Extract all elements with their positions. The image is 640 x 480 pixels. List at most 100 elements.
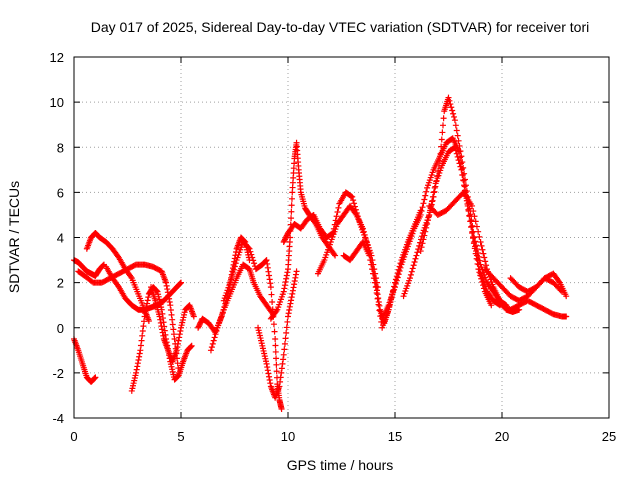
data-point-marker bbox=[374, 295, 381, 302]
data-point-marker bbox=[248, 251, 255, 258]
data-point-marker bbox=[211, 334, 218, 341]
data-point-marker bbox=[187, 344, 194, 351]
data-point-marker bbox=[289, 290, 296, 297]
data-point-marker bbox=[288, 215, 295, 222]
data-point-marker bbox=[394, 274, 401, 281]
data-point-marker bbox=[445, 94, 452, 101]
data-point-marker bbox=[169, 316, 176, 323]
data-point-marker bbox=[362, 235, 369, 242]
data-point-marker bbox=[245, 244, 252, 251]
data-point-marker bbox=[436, 157, 443, 164]
data-point-marker bbox=[469, 202, 476, 209]
data-point-marker bbox=[167, 302, 174, 309]
x-tick-label: 0 bbox=[70, 429, 77, 444]
data-point-marker bbox=[265, 370, 272, 377]
data-point-marker bbox=[142, 307, 149, 314]
data-point-marker bbox=[350, 197, 357, 204]
data-point-marker bbox=[446, 97, 453, 104]
data-point-marker bbox=[273, 307, 280, 314]
data-point-marker bbox=[141, 318, 148, 325]
data-markers bbox=[71, 94, 570, 412]
data-point-marker bbox=[91, 375, 98, 382]
data-point-marker bbox=[457, 163, 464, 170]
data-point-marker bbox=[349, 193, 356, 200]
data-point-marker bbox=[477, 239, 484, 246]
data-point-marker bbox=[269, 298, 276, 305]
data-point-marker bbox=[231, 263, 238, 270]
data-point-marker bbox=[156, 313, 163, 320]
data-point-marker bbox=[264, 264, 271, 271]
data-point-marker bbox=[230, 266, 237, 273]
y-tick-label: -4 bbox=[52, 411, 64, 426]
data-point-marker bbox=[439, 129, 446, 136]
data-point-marker bbox=[454, 153, 461, 160]
data-point-marker bbox=[331, 251, 338, 258]
data-point-marker bbox=[421, 232, 428, 239]
data-point-marker bbox=[157, 319, 164, 326]
data-series-arc-7 bbox=[148, 284, 197, 365]
data-point-marker bbox=[160, 332, 167, 339]
data-point-marker bbox=[283, 272, 290, 279]
x-tick-label: 10 bbox=[281, 429, 295, 444]
data-point-marker bbox=[142, 310, 149, 317]
data-point-marker bbox=[411, 258, 418, 265]
x-tick-label: 15 bbox=[388, 429, 402, 444]
data-point-marker bbox=[266, 276, 273, 283]
data-point-marker bbox=[366, 252, 373, 259]
data-point-marker bbox=[176, 331, 183, 338]
y-tick-label: 8 bbox=[57, 140, 64, 155]
data-point-marker bbox=[420, 236, 427, 243]
data-point-marker bbox=[469, 222, 476, 229]
data-point-marker bbox=[473, 223, 480, 230]
data-point-marker bbox=[475, 253, 482, 260]
data-point-marker bbox=[359, 225, 366, 232]
data-point-marker bbox=[449, 107, 456, 114]
data-point-marker bbox=[174, 340, 181, 347]
data-point-marker bbox=[271, 328, 278, 335]
data-point-marker bbox=[264, 260, 271, 267]
data-point-marker bbox=[436, 162, 443, 169]
data-point-marker bbox=[451, 113, 458, 120]
data-point-marker bbox=[287, 234, 294, 241]
x-tick-label: 5 bbox=[177, 429, 184, 444]
data-point-marker bbox=[287, 300, 294, 307]
data-point-marker bbox=[433, 178, 440, 185]
data-point-marker bbox=[166, 298, 173, 305]
data-point-marker bbox=[265, 268, 272, 275]
data-point-marker bbox=[475, 228, 482, 235]
data-point-marker bbox=[335, 204, 342, 211]
data-point-marker bbox=[452, 122, 459, 129]
data-point-marker bbox=[283, 275, 290, 282]
data-point-marker bbox=[476, 233, 483, 240]
data-point-marker bbox=[457, 148, 464, 155]
data-point-marker bbox=[284, 318, 291, 325]
data-point-marker bbox=[190, 313, 197, 320]
grid-lines bbox=[74, 57, 609, 418]
data-series-arc-9 bbox=[207, 261, 277, 354]
data-point-marker bbox=[375, 301, 382, 308]
data-point-marker bbox=[289, 287, 296, 294]
data-point-marker bbox=[406, 275, 413, 282]
data-point-marker bbox=[481, 254, 488, 261]
data-point-marker bbox=[169, 321, 176, 328]
data-point-marker bbox=[459, 159, 466, 166]
data-point-marker bbox=[351, 200, 358, 207]
data-point-marker bbox=[418, 208, 425, 215]
data-point-marker bbox=[438, 136, 445, 143]
data-point-marker bbox=[227, 279, 234, 286]
data-point-marker bbox=[266, 376, 273, 383]
data-point-marker bbox=[471, 213, 478, 220]
data-point-marker bbox=[133, 369, 140, 376]
data-point-marker bbox=[462, 182, 469, 189]
data-point-marker bbox=[283, 324, 290, 331]
data-point-marker bbox=[174, 373, 181, 380]
data-point-marker bbox=[479, 246, 486, 253]
data-point-marker bbox=[144, 297, 151, 304]
data-point-marker bbox=[280, 356, 287, 363]
data-point-marker bbox=[246, 245, 253, 252]
data-series-arc-13 bbox=[280, 189, 381, 291]
x-tick-label: 25 bbox=[602, 429, 616, 444]
data-point-marker bbox=[482, 258, 489, 265]
data-point-marker bbox=[266, 272, 273, 279]
data-series-arc-16 bbox=[379, 135, 495, 322]
